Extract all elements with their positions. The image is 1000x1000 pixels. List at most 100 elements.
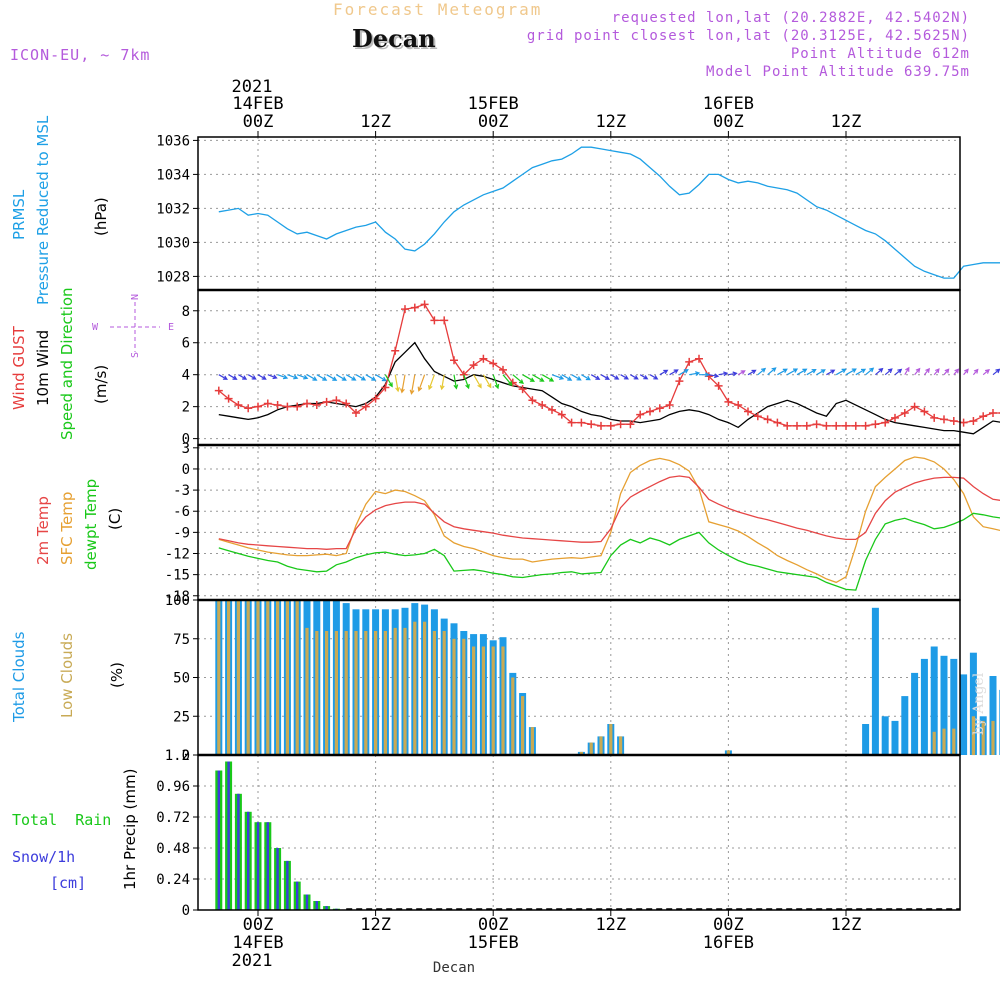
gust-marker: [940, 415, 948, 424]
y-tick-label: 1028: [156, 269, 190, 285]
total-cloud-bar: [969, 652, 977, 755]
wind-direction-arrow: [835, 368, 847, 376]
wind-direction-arrow: [384, 374, 393, 388]
wind-direction-arrow: [502, 374, 513, 387]
gust-marker: [891, 413, 899, 422]
wind-direction-arrow: [590, 374, 601, 380]
gust-marker: [322, 397, 331, 406]
low-cloud-bar: [952, 728, 956, 755]
wind-direction-arrow: [786, 368, 799, 376]
total-cloud-bar: [911, 672, 919, 755]
gust-marker: [587, 420, 596, 429]
y-tick-label: 25: [173, 709, 190, 725]
location-title: Decan: [352, 24, 436, 53]
y-tick-label: 1032: [156, 201, 190, 217]
gust-marker: [283, 402, 292, 411]
bottom-axis-hour: 12Z: [360, 915, 391, 935]
low-cloud-bar: [246, 600, 250, 755]
low-cloud-bar: [491, 646, 495, 755]
wind-direction-arrow: [953, 368, 960, 376]
gust-marker: [871, 420, 880, 429]
gust-marker: [538, 401, 547, 410]
low-cloud-bar: [481, 646, 485, 755]
gust-marker: [263, 399, 272, 408]
snow-bar: [315, 901, 318, 910]
wind-direction-arrow: [522, 374, 535, 382]
model-label: ICON-EU, ~ 7km: [10, 46, 151, 64]
y-tick-label: 75: [173, 632, 190, 648]
total-cloud-bar: [881, 716, 889, 756]
wind-direction-arrow: [394, 374, 400, 393]
snow-bar: [227, 761, 230, 910]
bottom-axis-date: 15FEB: [468, 933, 519, 953]
gust-marker: [822, 421, 831, 430]
gust-marker: [881, 418, 890, 427]
svg-text:N: N: [130, 294, 141, 300]
snow-bar: [256, 822, 260, 910]
gust-marker: [763, 415, 772, 424]
sfc-temp-line: [218, 456, 1000, 584]
total-cloud-bar: [901, 696, 909, 755]
gust-marker: [548, 405, 556, 414]
wind-direction-arrow: [541, 374, 555, 382]
gust-marker: [381, 383, 390, 392]
grid-point-coords: grid point closest lon,lat (20.3125E, 42…: [526, 28, 970, 44]
wind-direction-arrow: [708, 373, 720, 379]
low-cloud-bar: [354, 631, 358, 755]
model-altitude: Model Point Altitude 639.75m: [705, 64, 970, 80]
temp-label-2m: 2m Temp: [34, 496, 52, 565]
total-cloud-bar: [940, 655, 948, 755]
wind-direction-arrow: [306, 374, 318, 381]
y-tick-label: -18: [165, 589, 190, 605]
wind-unit: (m/s): [92, 365, 110, 404]
wind-direction-arrow: [287, 374, 299, 380]
temp-label-dewpt: dewpt Temp: [82, 479, 100, 570]
low-cloud-bar: [599, 736, 603, 755]
snow-bar: [247, 811, 250, 910]
low-cloud-bar: [256, 600, 260, 755]
gust-line: [218, 303, 1000, 427]
2m-temp-line: [218, 475, 1000, 550]
wind-direction-arrow: [659, 369, 669, 376]
low-cloud-bar: [511, 677, 515, 755]
gust-marker: [616, 420, 625, 429]
wind-direction-arrow: [336, 374, 347, 381]
gust-marker: [440, 316, 449, 325]
gust-marker: [597, 421, 605, 430]
wind-labels: Wind GUST 10m Wind Speed and Direction (…: [10, 287, 174, 440]
pressure-labels: PRMSL Pressure Reduced to MSL (hPa): [10, 115, 110, 305]
low-cloud-bar: [325, 631, 329, 755]
gust-marker: [499, 365, 507, 374]
y-tick-label: 0: [182, 748, 190, 764]
wind-direction-arrow: [982, 368, 990, 376]
low-cloud-bar: [305, 627, 309, 755]
gust-marker: [665, 401, 674, 410]
gust-marker: [724, 397, 733, 406]
wind-direction-arrow: [630, 374, 639, 380]
gust-marker: [861, 421, 870, 430]
low-cloud-bar: [227, 600, 231, 755]
gust-marker: [695, 354, 703, 363]
precip-unit: 1hr Precip (mm): [121, 769, 139, 890]
top-axis-year: 2021: [232, 77, 273, 97]
gust-marker: [783, 421, 792, 430]
wind-label-gust: Wind GUST: [10, 325, 28, 410]
wind-direction-arrow: [247, 374, 257, 380]
wind-direction-arrow: [417, 374, 426, 392]
low-cloud-bar: [423, 621, 427, 755]
y-tick-label: -3: [173, 483, 190, 499]
wind-direction-arrow: [894, 368, 903, 376]
gust-marker: [518, 385, 527, 394]
wind-speed-line: [218, 341, 1000, 435]
wind-direction-arrow: [649, 374, 659, 380]
gust-marker: [361, 402, 370, 411]
gust-marker: [851, 421, 860, 430]
low-cloud-bar: [403, 627, 407, 755]
gust-marker: [920, 407, 929, 416]
pressure-line: [218, 146, 1000, 279]
gust-marker: [685, 357, 694, 366]
gust-marker: [979, 412, 988, 421]
wind-direction-arrow: [963, 368, 969, 376]
total-cloud-bar: [862, 724, 870, 755]
low-cloud-bar: [393, 627, 397, 755]
